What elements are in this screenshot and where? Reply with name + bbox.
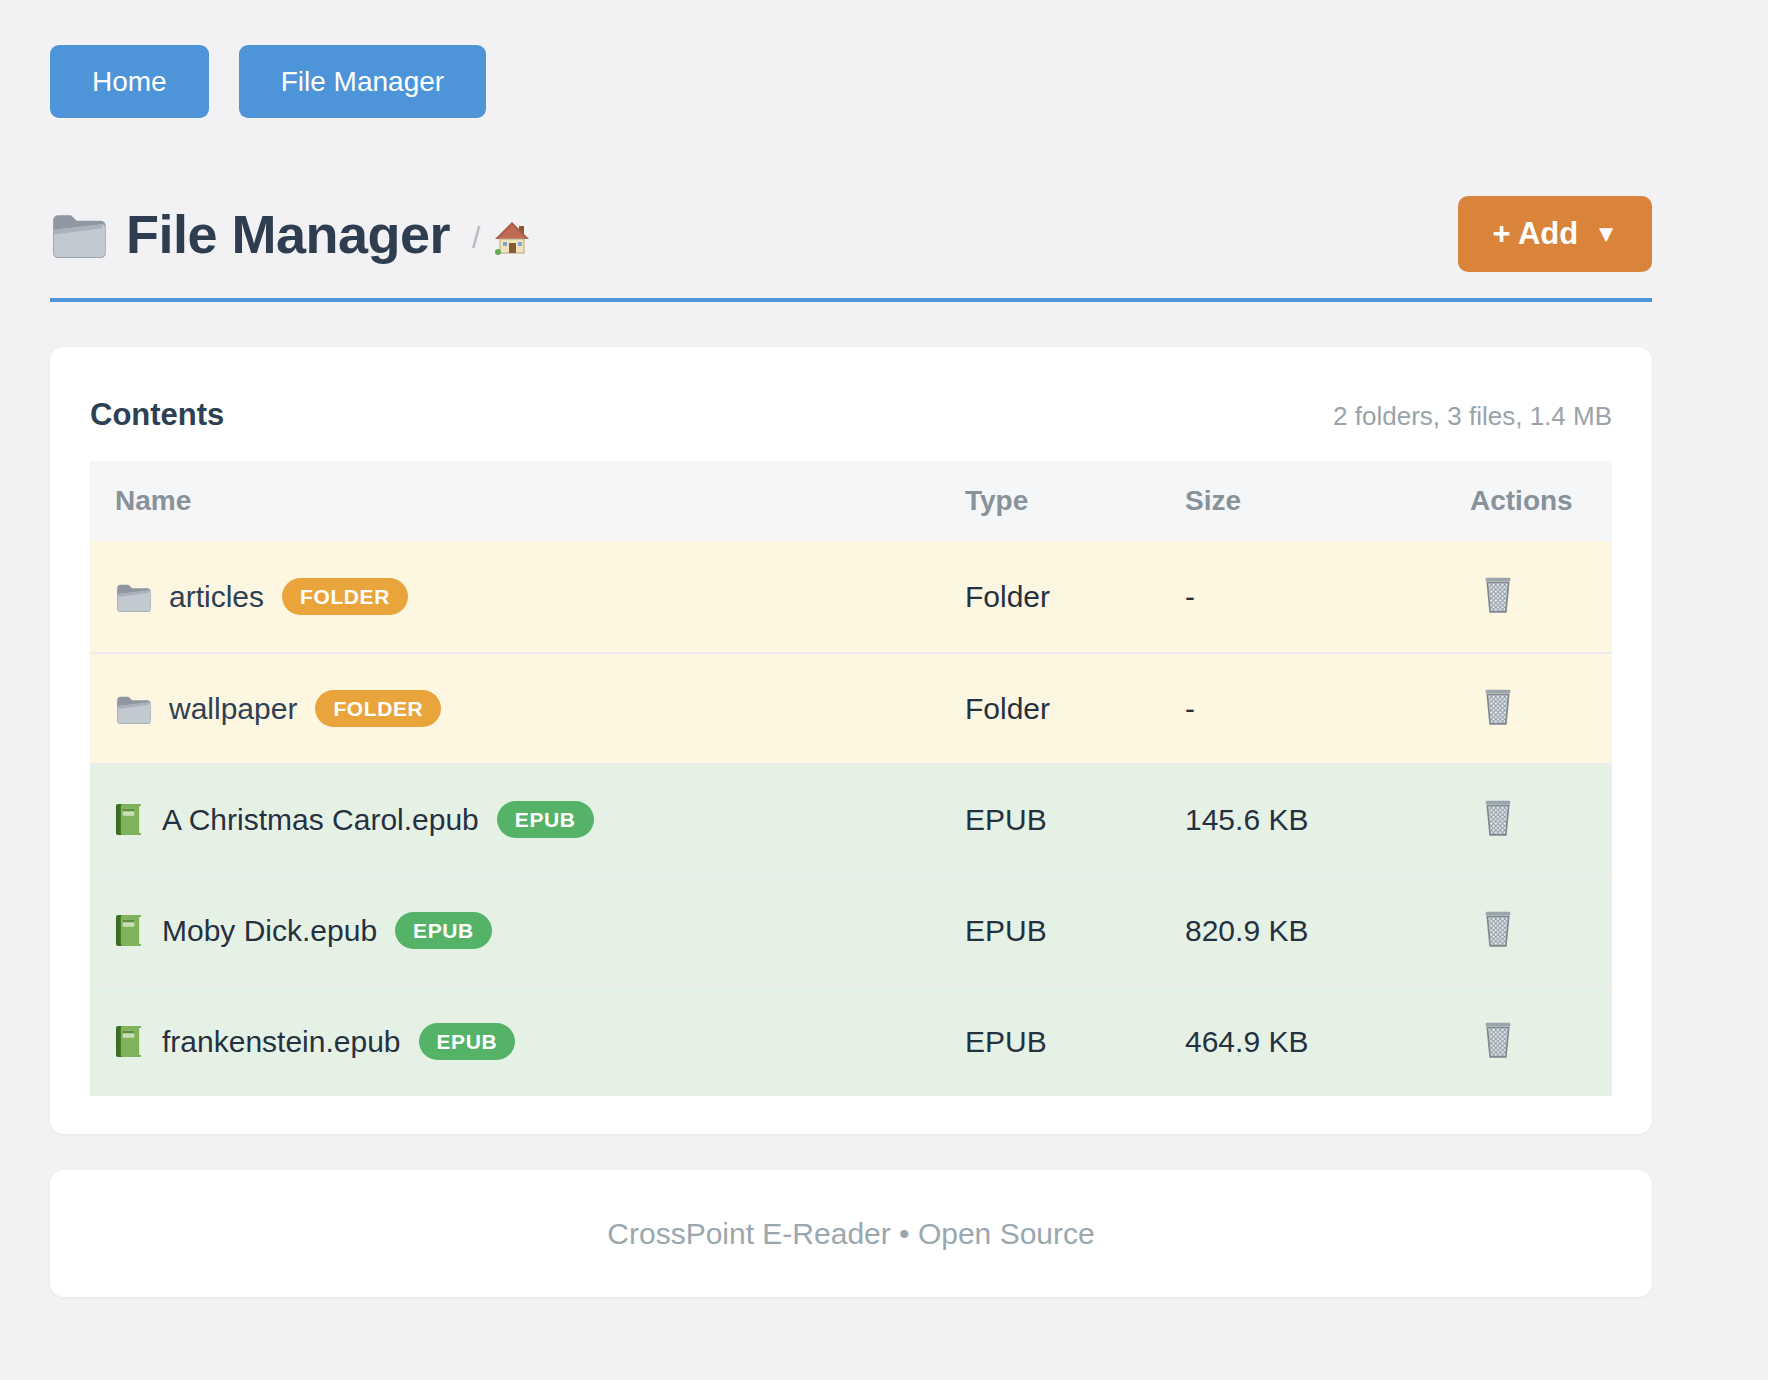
size-cell: 464.9 KB	[1185, 1025, 1470, 1059]
actions-cell	[1470, 688, 1612, 730]
folder-icon	[115, 694, 151, 724]
file-table: Name Type Size Actions	[90, 461, 1612, 1096]
name-cell: A Christmas Carol.epub EPUB	[90, 801, 965, 838]
footer-text: CrossPoint E-Reader • Open Source	[607, 1217, 1094, 1251]
name-cell: frankenstein.epub EPUB	[90, 1023, 965, 1060]
table-body: articles FOLDER Folder -	[90, 541, 1612, 1096]
actions-cell	[1470, 576, 1612, 618]
type-cell: EPUB	[965, 803, 1185, 837]
type-cell: Folder	[965, 580, 1185, 614]
folder-icon	[115, 582, 151, 612]
contents-card-header: Contents 2 folders, 3 files, 1.4 MB	[90, 397, 1612, 433]
file-manager-button[interactable]: File Manager	[239, 45, 486, 118]
caret-down-icon: ▼	[1594, 220, 1618, 248]
size-cell: 145.6 KB	[1185, 803, 1470, 837]
page-title: File Manager	[126, 203, 450, 265]
delete-button[interactable]	[1482, 576, 1514, 614]
file-name-link[interactable]: articles	[169, 580, 264, 614]
column-header-name: Name	[90, 485, 965, 517]
top-nav: Home File Manager	[50, 45, 1652, 118]
table-row: frankenstein.epub EPUB EPUB 464.9 KB	[90, 985, 1612, 1096]
type-badge: FOLDER	[315, 690, 441, 727]
table-row: articles FOLDER Folder -	[90, 541, 1612, 652]
page-header: File Manager / + Add ▼	[50, 196, 1652, 272]
add-button-label: + Add	[1492, 216, 1578, 252]
actions-cell	[1470, 1021, 1612, 1063]
book-icon	[115, 914, 144, 947]
size-cell: -	[1185, 580, 1470, 614]
type-cell: EPUB	[965, 914, 1185, 948]
file-name-link[interactable]: wallpaper	[169, 692, 297, 726]
table-row: wallpaper FOLDER Folder -	[90, 652, 1612, 763]
folder-icon	[50, 211, 106, 258]
page: Home File Manager File Manager /	[0, 0, 1768, 1297]
home-icon[interactable]	[494, 221, 530, 255]
home-button[interactable]: Home	[50, 45, 209, 118]
type-badge: EPUB	[419, 1023, 516, 1060]
type-badge: FOLDER	[282, 578, 408, 615]
title-group: File Manager /	[50, 203, 530, 265]
contents-heading: Contents	[90, 397, 224, 433]
book-icon	[115, 1025, 144, 1058]
column-header-type: Type	[965, 485, 1185, 517]
contents-summary: 2 folders, 3 files, 1.4 MB	[1333, 401, 1612, 432]
column-header-size: Size	[1185, 485, 1470, 517]
delete-button[interactable]	[1482, 799, 1514, 837]
size-cell: 820.9 KB	[1185, 914, 1470, 948]
type-cell: Folder	[965, 692, 1185, 726]
breadcrumb-separator: /	[472, 221, 480, 255]
footer: CrossPoint E-Reader • Open Source	[50, 1170, 1652, 1297]
file-name-link[interactable]: Moby Dick.epub	[162, 914, 377, 948]
actions-cell	[1470, 799, 1612, 841]
file-name-link[interactable]: A Christmas Carol.epub	[162, 803, 479, 837]
table-row: Moby Dick.epub EPUB EPUB 820.9 KB	[90, 874, 1612, 985]
size-cell: -	[1185, 692, 1470, 726]
delete-button[interactable]	[1482, 910, 1514, 948]
delete-button[interactable]	[1482, 688, 1514, 726]
type-cell: EPUB	[965, 1025, 1185, 1059]
table-row: A Christmas Carol.epub EPUB EPUB 145.6 K…	[90, 763, 1612, 874]
type-badge: EPUB	[395, 912, 492, 949]
name-cell: wallpaper FOLDER	[90, 690, 965, 727]
name-cell: Moby Dick.epub EPUB	[90, 912, 965, 949]
add-button[interactable]: + Add ▼	[1458, 196, 1652, 272]
column-header-actions: Actions	[1470, 485, 1612, 517]
table-header-row: Name Type Size Actions	[90, 461, 1612, 541]
contents-card: Contents 2 folders, 3 files, 1.4 MB Name…	[50, 347, 1652, 1134]
name-cell: articles FOLDER	[90, 578, 965, 615]
book-icon	[115, 803, 144, 836]
delete-button[interactable]	[1482, 1021, 1514, 1059]
type-badge: EPUB	[497, 801, 594, 838]
file-name-link[interactable]: frankenstein.epub	[162, 1025, 401, 1059]
title-divider	[50, 298, 1652, 302]
actions-cell	[1470, 910, 1612, 952]
